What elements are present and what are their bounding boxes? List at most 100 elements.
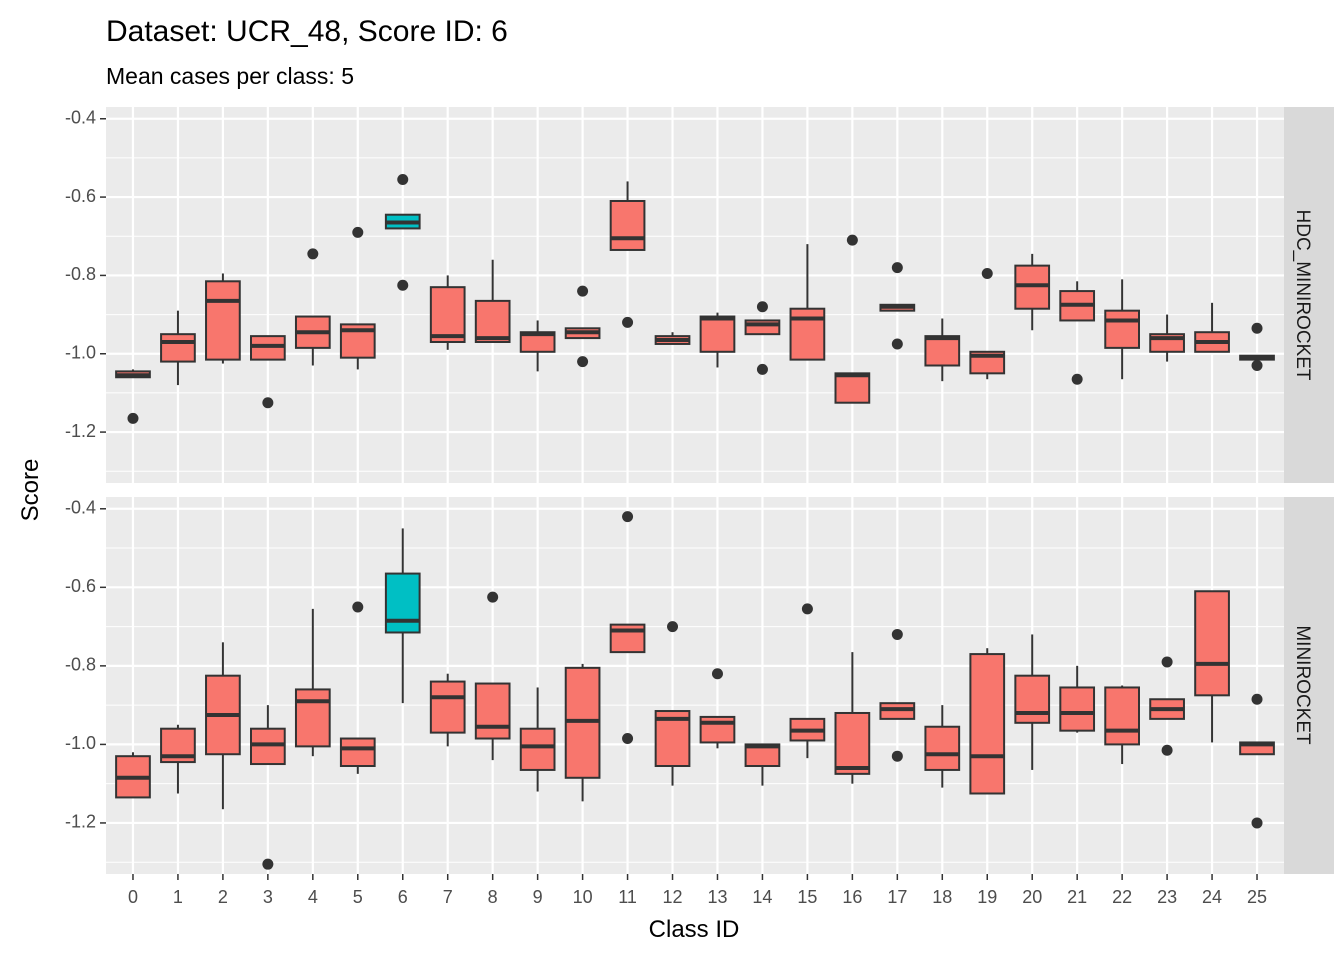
outlier-point xyxy=(307,248,319,260)
panel-background xyxy=(106,497,1284,874)
outlier-point xyxy=(756,363,768,375)
y-tick-label: -0.4 xyxy=(65,108,96,128)
box-iqr xyxy=(519,727,556,771)
y-tick-label: -0.8 xyxy=(65,264,96,284)
y-axis-title: Score xyxy=(17,459,44,522)
outlier-point xyxy=(891,262,903,274)
x-tick-label: 3 xyxy=(263,887,273,907)
box-class-18 xyxy=(924,318,961,382)
outlier-point xyxy=(262,397,274,409)
box-class-11 xyxy=(609,511,646,745)
panel-hdc-minirocket: -1.2 -1.0 -0.8 -0.6 -0.4 xyxy=(65,107,1284,483)
x-tick-label: 7 xyxy=(443,887,453,907)
box-iqr xyxy=(474,299,511,343)
x-tick-label: 9 xyxy=(533,887,543,907)
outlier-point xyxy=(352,601,364,613)
box-class-24 xyxy=(1194,590,1230,743)
box-class-5 xyxy=(339,226,376,370)
box-class-19 xyxy=(969,648,1006,795)
box-class-22 xyxy=(1104,685,1140,765)
box-class-1 xyxy=(160,724,196,794)
outlier-point xyxy=(487,591,499,603)
outlier-point xyxy=(981,267,993,279)
outlier-point xyxy=(1161,744,1173,756)
panel-background xyxy=(106,107,1284,483)
x-tick-label: 16 xyxy=(842,887,862,907)
box-iqr xyxy=(1104,686,1140,746)
box-class-9 xyxy=(519,320,556,372)
box-iqr xyxy=(969,653,1006,795)
x-tick-label: 20 xyxy=(1022,887,1042,907)
x-tick-label: 6 xyxy=(398,887,408,907)
y-tick-label: -0.4 xyxy=(65,498,96,518)
box-class-14 xyxy=(744,743,781,786)
outlier-point xyxy=(622,316,634,328)
box-class-14 xyxy=(744,301,781,375)
x-tick-label: 10 xyxy=(573,887,593,907)
x-tick-label: 0 xyxy=(128,887,138,907)
box-class-0 xyxy=(115,752,151,799)
x-tick-label: 15 xyxy=(797,887,817,907)
x-tick-label: 17 xyxy=(887,887,907,907)
outlier-point xyxy=(622,733,634,745)
box-class-8 xyxy=(474,259,511,343)
box-class-3 xyxy=(250,335,286,409)
box-class-2 xyxy=(205,642,241,810)
chart-subtitle: Mean cases per class: 5 xyxy=(106,63,354,89)
box-class-12 xyxy=(654,621,691,786)
box-iqr xyxy=(1194,590,1230,697)
y-tick-label: -0.6 xyxy=(65,576,96,596)
box-iqr xyxy=(1014,674,1051,724)
outlier-point xyxy=(891,628,903,640)
outlier-point xyxy=(1161,656,1173,668)
y-tick-label: -0.8 xyxy=(65,655,96,675)
x-axis-title: Class ID xyxy=(649,916,740,943)
outlier-point xyxy=(756,301,768,313)
box-class-13 xyxy=(699,668,736,749)
x-tick-label: 2 xyxy=(218,887,228,907)
box-iqr xyxy=(339,737,376,768)
box-iqr xyxy=(699,715,736,744)
box-class-15 xyxy=(789,603,826,759)
y-tick-label: -1.2 xyxy=(65,812,96,832)
box-class-23 xyxy=(1149,314,1185,362)
box-class-2 xyxy=(205,273,241,364)
outlier-point xyxy=(1251,360,1263,371)
box-class-11 xyxy=(609,181,646,328)
box-class-17 xyxy=(879,628,916,762)
box-class-24 xyxy=(1194,302,1230,353)
box-class-3 xyxy=(250,705,286,870)
box-class-16 xyxy=(834,234,871,404)
box-class-7 xyxy=(429,673,466,747)
x-tick-label: 23 xyxy=(1157,887,1177,907)
x-tick-label: 21 xyxy=(1067,887,1087,907)
outlier-point xyxy=(397,173,409,185)
x-tick-label: 12 xyxy=(663,887,683,907)
x-tick-label: 14 xyxy=(752,887,772,907)
box-class-16 xyxy=(834,652,871,784)
x-tick-label: 1 xyxy=(173,887,183,907)
box-iqr xyxy=(834,372,871,404)
box-class-9 xyxy=(519,687,556,792)
x-tick-label: 25 xyxy=(1247,887,1267,907)
x-tick-label: 18 xyxy=(932,887,952,907)
box-class-20 xyxy=(1014,634,1051,770)
outlier-point xyxy=(711,668,723,680)
outlier-point xyxy=(397,279,409,291)
box-class-10 xyxy=(564,663,601,802)
box-class-1 xyxy=(160,310,196,386)
x-tick-label: 8 xyxy=(488,887,498,907)
box-class-15 xyxy=(789,244,826,361)
y-tick-label: -1.0 xyxy=(65,343,96,363)
box-class-13 xyxy=(699,312,736,368)
outlier-point xyxy=(127,412,139,424)
box-class-22 xyxy=(1104,279,1140,380)
outlier-point xyxy=(801,603,813,615)
x-tick-label: 11 xyxy=(618,887,637,907)
box-class-21 xyxy=(1059,665,1096,733)
box-iqr xyxy=(429,286,466,343)
panel-minirocket: -1.2 -1.0 -0.8 -0.6 -0.4 xyxy=(65,497,1284,874)
strip-label-hdc-minirocket: HDC_MINIROCKET xyxy=(1292,209,1313,380)
strip-label-minirocket: MINIROCKET xyxy=(1292,625,1313,745)
box-iqr xyxy=(474,682,511,740)
